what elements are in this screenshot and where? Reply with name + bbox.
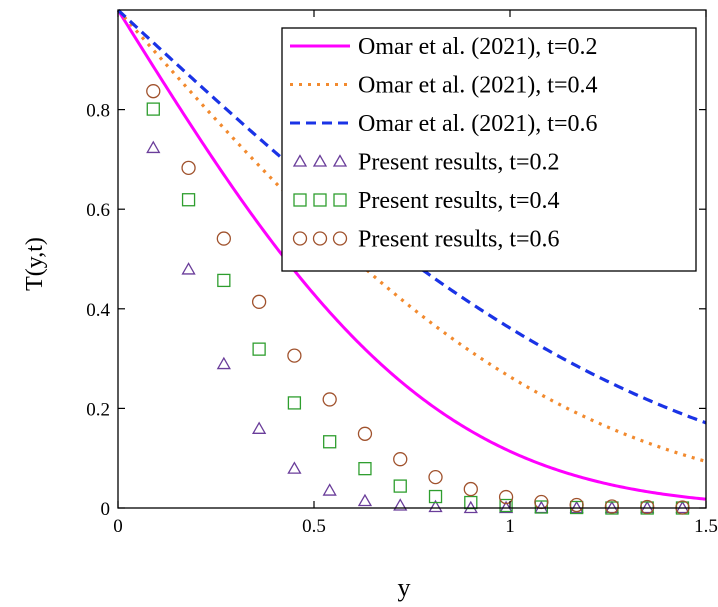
data-point-square-2 xyxy=(181,193,196,207)
legend-box xyxy=(281,27,697,272)
data-point-circle-6 xyxy=(322,392,337,407)
legend-swatch-5 xyxy=(313,193,327,207)
data-point-square-8 xyxy=(393,479,407,493)
data-point-triangle-11 xyxy=(498,500,514,514)
data-point-circle-3 xyxy=(216,231,231,246)
data-point-square-7 xyxy=(358,462,372,476)
y-tick-label: 0.8 xyxy=(86,101,110,122)
legend-swatch-4 xyxy=(312,154,328,167)
data-point-circle-14 xyxy=(604,499,620,514)
legend-swatch-4 xyxy=(292,154,308,167)
y-tick-label: 0.6 xyxy=(86,200,110,221)
legend-label-5: Present results, t=0.4 xyxy=(358,188,560,214)
data-point-circle-10 xyxy=(463,481,478,497)
data-point-triangle-7 xyxy=(357,493,373,507)
legend-swatch-6 xyxy=(332,231,348,246)
data-point-square-1 xyxy=(146,102,160,116)
data-point-triangle-10 xyxy=(463,500,478,514)
data-point-circle-8 xyxy=(393,452,408,467)
legend-label-3: Omar et al. (2021), t=0.6 xyxy=(358,111,597,137)
data-point-square-12 xyxy=(534,500,549,514)
data-point-triangle-16 xyxy=(675,500,690,514)
data-point-circle-2 xyxy=(181,160,196,176)
y-tick-label: 0.2 xyxy=(86,399,110,420)
data-point-circle-13 xyxy=(569,497,584,513)
data-point-triangle-2 xyxy=(181,262,196,275)
data-point-square-11 xyxy=(499,498,513,513)
plot-frame xyxy=(117,9,707,509)
data-point-triangle-13 xyxy=(569,500,584,514)
data-point-circle-4 xyxy=(251,294,267,309)
legend-label-2: Omar et al. (2021), t=0.4 xyxy=(358,73,597,99)
data-point-triangle-4 xyxy=(251,421,267,434)
data-point-square-4 xyxy=(252,342,266,356)
legend-swatch-4 xyxy=(332,154,348,167)
legend-swatch-5 xyxy=(293,193,307,207)
legend-label-1: Omar et al. (2021), t=0.2 xyxy=(358,34,597,60)
legend-label-4: Present results, t=0.2 xyxy=(358,150,560,176)
legend-swatch-6 xyxy=(312,231,328,246)
data-point-circle-5 xyxy=(287,348,302,363)
data-point-triangle-1 xyxy=(146,140,161,154)
legend-label-6: Present results, t=0.6 xyxy=(358,227,560,253)
axis-ticks: 0 0.5 1 1.5 0 0.2 0.4 0.6 0.8 xyxy=(86,10,718,537)
data-point-triangle-9 xyxy=(428,499,443,513)
y-tick-label: 0 xyxy=(101,499,111,520)
data-point-circle-7 xyxy=(357,426,373,441)
data-point-triangle-15 xyxy=(640,500,655,514)
data-point-triangle-3 xyxy=(216,356,231,370)
x-tick-label: 1 xyxy=(505,516,515,537)
series-line-1 xyxy=(116,9,707,501)
data-point-circle-15 xyxy=(640,499,655,515)
data-point-square-3 xyxy=(217,273,231,288)
y-tick-label: 0.4 xyxy=(86,300,110,321)
data-point-square-9 xyxy=(428,489,443,504)
series-line-2 xyxy=(117,9,707,463)
x-tick-label: 0 xyxy=(113,516,123,537)
legend-swatch-5 xyxy=(333,193,347,207)
y-axis-label: T(y,t) xyxy=(22,237,48,291)
data-point-circle-11 xyxy=(498,489,514,505)
data-point-triangle-6 xyxy=(322,483,337,496)
x-tick-label: 1.5 xyxy=(694,516,718,537)
data-point-triangle-8 xyxy=(393,498,408,511)
data-point-circle-1 xyxy=(146,84,161,99)
legend: Omar et al. (2021), t=0.2 Omar et al. (20… xyxy=(281,27,697,272)
data-point-circle-9 xyxy=(428,469,443,485)
x-tick-label: 0.5 xyxy=(302,516,326,537)
legend-swatch-6 xyxy=(292,231,308,246)
data-point-triangle-5 xyxy=(287,461,302,474)
data-point-square-5 xyxy=(287,396,302,410)
x-axis-label: y xyxy=(398,573,411,602)
data-point-square-6 xyxy=(323,435,337,449)
